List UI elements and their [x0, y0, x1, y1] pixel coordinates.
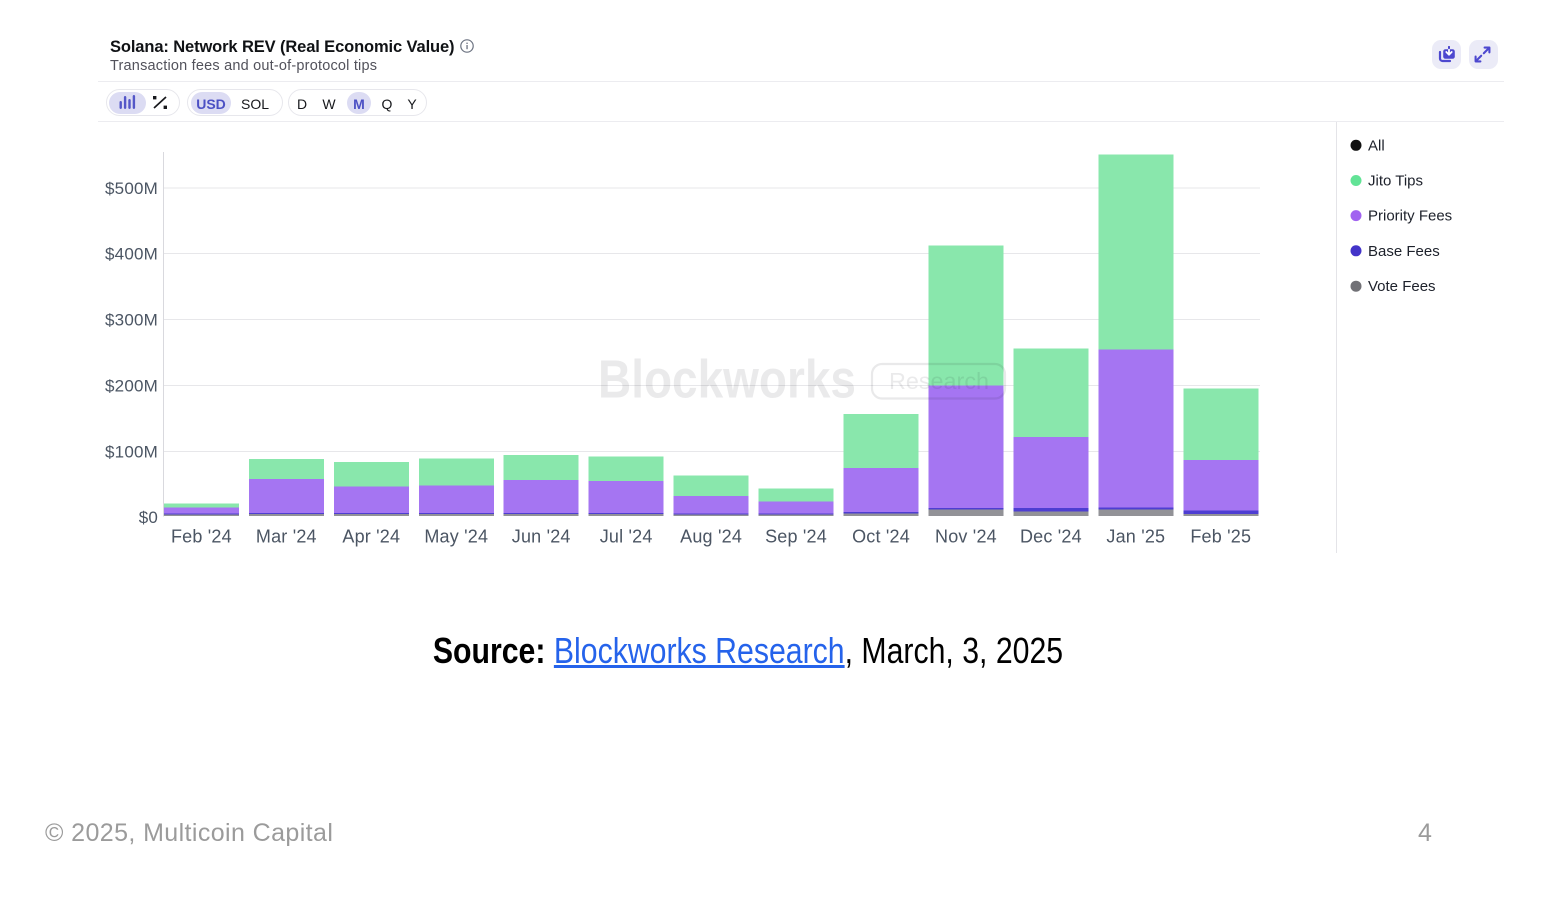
svg-text:Vote Fees: Vote Fees	[1368, 278, 1436, 295]
svg-text:Aug '24: Aug '24	[680, 527, 742, 547]
svg-text:Jan '25: Jan '25	[1106, 527, 1165, 547]
svg-text:Research: Research	[889, 368, 989, 394]
svg-text:Base Fees: Base Fees	[1368, 243, 1440, 260]
svg-text:May '24: May '24	[424, 527, 488, 547]
svg-text:Jito Tips: Jito Tips	[1368, 173, 1423, 190]
svg-text:Oct '24: Oct '24	[852, 527, 910, 547]
svg-text:All: All	[1368, 137, 1385, 154]
svg-text:Feb '24: Feb '24	[171, 527, 232, 547]
svg-text:$0: $0	[139, 508, 158, 527]
svg-text:Jun '24: Jun '24	[512, 527, 571, 547]
svg-text:$200M: $200M	[105, 377, 158, 396]
svg-text:$300M: $300M	[105, 311, 158, 330]
svg-text:Nov '24: Nov '24	[935, 527, 997, 547]
svg-text:Mar '24: Mar '24	[256, 527, 317, 547]
svg-text:$100M: $100M	[105, 443, 158, 462]
svg-text:Priority Fees: Priority Fees	[1368, 208, 1452, 225]
svg-text:Apr '24: Apr '24	[342, 527, 400, 547]
svg-text:$500M: $500M	[105, 179, 158, 198]
svg-text:Feb '25: Feb '25	[1190, 527, 1251, 547]
svg-text:Jul '24: Jul '24	[600, 527, 653, 547]
svg-text:Sep '24: Sep '24	[765, 527, 827, 547]
svg-text:Blockworks: Blockworks	[598, 350, 856, 410]
svg-text:$400M: $400M	[105, 245, 158, 264]
svg-text:Dec '24: Dec '24	[1020, 527, 1082, 547]
